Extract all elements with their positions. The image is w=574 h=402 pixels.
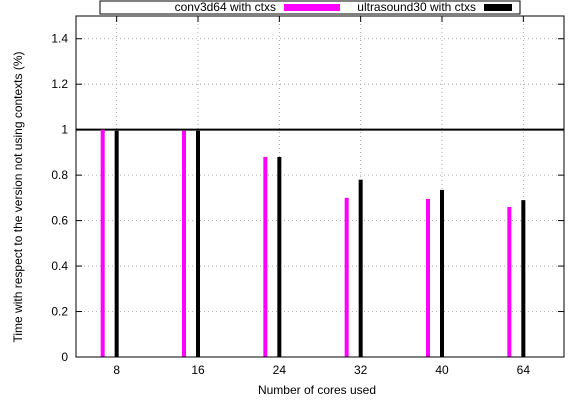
y-tick-label: 0.8 [51, 168, 68, 182]
y-tick-label: 1.2 [51, 77, 68, 91]
x-tick-label: 32 [354, 363, 368, 377]
x-tick-label: 64 [517, 363, 531, 377]
x-tick-label: 8 [113, 363, 120, 377]
legend-swatch-1 [484, 4, 512, 11]
x-tick-label: 40 [435, 363, 449, 377]
bar-1-64 [521, 200, 526, 357]
y-tick-label: 0 [61, 350, 68, 364]
legend-label-1: ultrasound30 with ctxs [357, 0, 476, 14]
bar-0-40 [426, 199, 430, 357]
plot-frame [75, 15, 565, 358]
x-tick-label: 24 [273, 363, 287, 377]
bar-1-24 [277, 156, 282, 357]
y-tick-label: 0.6 [51, 214, 68, 228]
y-tick-label: 1 [61, 123, 68, 137]
legend-swatch-0 [284, 4, 340, 11]
bar-0-32 [344, 197, 349, 357]
plot-area: 0 0.2 0.4 0.6 0.8 1 1.2 1.4 8 16 24 32 40 64 [51, 15, 565, 377]
bar-0-16 [182, 130, 186, 357]
y-tick-label: 0.2 [51, 305, 68, 319]
bar-1-16 [196, 130, 200, 357]
legend: conv3d64 with ctxs ultrasound30 with ctx… [99, 0, 521, 15]
legend-label-0: conv3d64 with ctxs [175, 0, 276, 14]
y-tick-label: 1.4 [51, 32, 68, 46]
bar-1-32 [358, 179, 363, 357]
x-tick-label: 16 [191, 363, 205, 377]
bar-0-24 [263, 156, 268, 357]
bar-1-40 [440, 189, 444, 357]
y-axis-label: Time with respect to the version not usi… [11, 51, 25, 342]
bar-1-8 [114, 130, 119, 357]
x-axis-label: Number of cores used [258, 383, 376, 397]
bar-0-64 [507, 206, 512, 357]
bar-0-8 [100, 129, 105, 357]
y-tick-label: 0.4 [51, 259, 68, 273]
